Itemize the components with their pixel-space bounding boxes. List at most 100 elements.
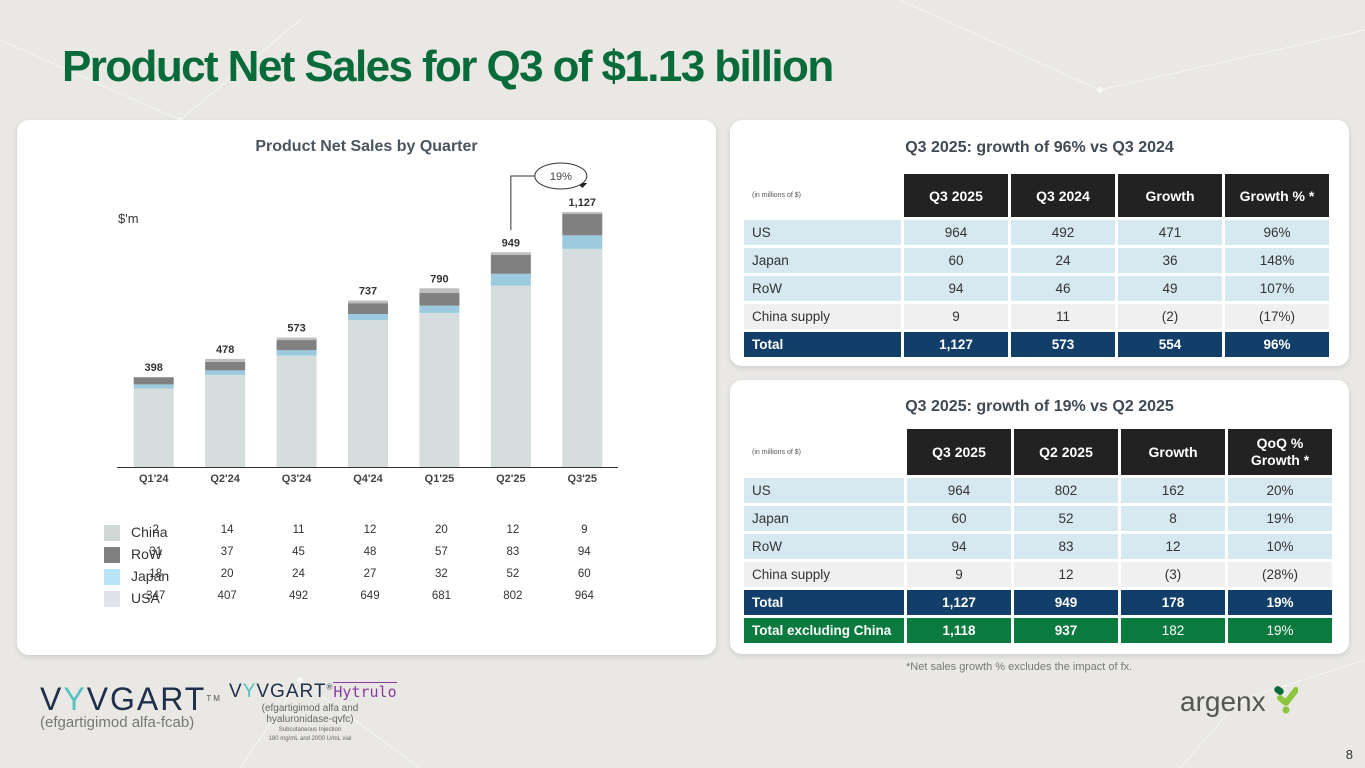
- cell: (3): [1121, 562, 1225, 587]
- bar-total-label: 478: [216, 344, 234, 356]
- growth-annotation-label: 19%: [550, 171, 572, 183]
- generic-name-line1: (efgartigimod alfa and: [261, 703, 359, 714]
- legend-value: 94: [577, 546, 591, 558]
- column-header: Growth % *: [1225, 174, 1329, 217]
- cell: 12: [1121, 534, 1225, 559]
- bar-segment-japan-6: [490, 273, 531, 286]
- bar-segment-china-5: [419, 288, 460, 293]
- cell: 178: [1121, 590, 1225, 615]
- legend-value: 2: [152, 524, 159, 536]
- row-label: China supply: [744, 562, 904, 587]
- legend-label: Japan: [131, 568, 170, 584]
- cell: 937: [1014, 618, 1118, 643]
- cell: 24: [1011, 248, 1115, 273]
- x-tick-label: Q3'25: [568, 473, 598, 485]
- wordmark-part: V: [229, 681, 243, 702]
- footnote: *Net sales growth % excludes the impact …: [906, 661, 1133, 673]
- argenx-y-mark-icon: [1274, 686, 1298, 714]
- legend-label: China: [131, 524, 168, 540]
- legend-value: 57: [435, 546, 448, 558]
- chart-title: Product Net Sales by Quarter: [255, 138, 478, 155]
- qoq-table: (in millions of $) Q3 2025 Q2 2025 Growt…: [741, 426, 1335, 646]
- cell: 471: [1118, 220, 1222, 245]
- wordmark-part: VGART: [86, 681, 207, 717]
- legend-value: 24: [292, 568, 305, 580]
- hytrulo-wordmark: Hytrulo: [333, 682, 397, 701]
- cell: 94: [907, 534, 1011, 559]
- cell: 492: [1011, 220, 1115, 245]
- qoq-card: Q3 2025: growth of 19% vs Q2 2025 (in mi…: [730, 380, 1349, 654]
- wordmark-part: V: [40, 681, 64, 717]
- legend-value: 37: [220, 546, 234, 558]
- bar-segment-row-1: [133, 377, 174, 385]
- legend-value: 52: [506, 568, 520, 580]
- bar-segment-row-7: [562, 214, 603, 236]
- generic-name-line2: hyaluronidase-qvfc): [266, 714, 354, 725]
- legend-value: 83: [506, 546, 520, 558]
- legend-row-usa: USA 347 407 492 649 681 802 964: [104, 589, 644, 611]
- x-tick-label: Q1'25: [425, 473, 455, 485]
- yoy-card: Q3 2025: growth of 96% vs Q3 2024 (in mi…: [730, 120, 1349, 366]
- bar-segment-japan-7: [562, 235, 603, 249]
- row-label: Total: [744, 332, 901, 357]
- wordmark-y-mark: Y: [242, 681, 257, 702]
- legend-row-japan: Japan 18 20 24 27 32 52 60: [104, 567, 644, 589]
- legend-value: 964: [574, 590, 594, 602]
- cell: 49: [1118, 276, 1222, 301]
- cell: 182: [1121, 618, 1225, 643]
- bar-segment-usa-4: [348, 320, 388, 467]
- cell: 964: [904, 220, 1008, 245]
- bar-total-label: 790: [430, 273, 448, 285]
- legend-row-china: China 2 14 11 12 20 12 9: [104, 523, 644, 545]
- cell: 9: [907, 562, 1011, 587]
- vyvgart-logo: VYVGARTTM (efgartigimod alfa-fcab): [40, 681, 222, 731]
- cell: 1,127: [907, 590, 1011, 615]
- legend-value: 27: [363, 568, 377, 580]
- page-number: 8: [1345, 747, 1353, 762]
- y-axis-unit-label: $'m: [118, 211, 139, 226]
- bar-segment-usa-2: [205, 374, 246, 467]
- vyvgart-generic-name: (efgartigimod alfa-fcab): [40, 714, 195, 731]
- legend-label: RoW: [131, 546, 163, 562]
- cell: 573: [1011, 332, 1115, 357]
- bar-total-label: 949: [502, 237, 520, 249]
- growth-annotation-bubble: [534, 162, 588, 190]
- cell: (28%): [1228, 562, 1332, 587]
- cell: (17%): [1225, 304, 1329, 329]
- legend-value: 347: [146, 590, 166, 602]
- bar-segment-usa-1: [133, 388, 174, 467]
- bar-segment-row-4: [348, 303, 388, 315]
- cell: 83: [1014, 534, 1118, 559]
- legend-value: 12: [363, 524, 377, 536]
- bar-segment-japan-2: [205, 370, 246, 375]
- bar-segment-china-6: [490, 252, 531, 255]
- table-row-total: Total 1,127 949 178 19%: [744, 590, 1332, 615]
- bar-segment-row-6: [490, 254, 531, 274]
- column-header: Q3 2024: [1011, 174, 1115, 217]
- bar-segment-usa-5: [419, 312, 460, 467]
- cell: 10%: [1228, 534, 1332, 559]
- table-row-row: RoW 94 83 12 10%: [744, 534, 1332, 559]
- table-row-china: China supply 9 11 (2) (17%): [744, 304, 1329, 329]
- table-row-total-excluding-china: Total excluding China 1,118 937 182 19%: [744, 618, 1332, 643]
- legend-value: 31: [149, 546, 163, 558]
- column-header: Q3 2025: [904, 174, 1008, 217]
- qoq-title: Q3 2025: growth of 19% vs Q2 2025: [905, 398, 1174, 415]
- legend-swatch: [104, 591, 120, 607]
- bar-segment-japan-4: [348, 314, 388, 321]
- legend-value: 48: [363, 546, 377, 558]
- cell: 1,127: [904, 332, 1008, 357]
- legend-swatch: [104, 569, 120, 585]
- legend-value: 60: [577, 568, 591, 580]
- column-header: Growth: [1118, 174, 1222, 217]
- legend-value: 802: [503, 590, 523, 602]
- bar-segment-usa-6: [490, 285, 531, 467]
- cell: 949: [1014, 590, 1118, 615]
- page-title: Product Net Sales for Q3 of $1.13 billio…: [62, 42, 834, 91]
- cell: 46: [1011, 276, 1115, 301]
- legend-value: 407: [217, 590, 237, 602]
- cell: 8: [1121, 506, 1225, 531]
- vyvgart-hytrulo-wordmark: VYVGART®Hytrulo: [229, 681, 397, 703]
- legend-value: 681: [431, 590, 452, 602]
